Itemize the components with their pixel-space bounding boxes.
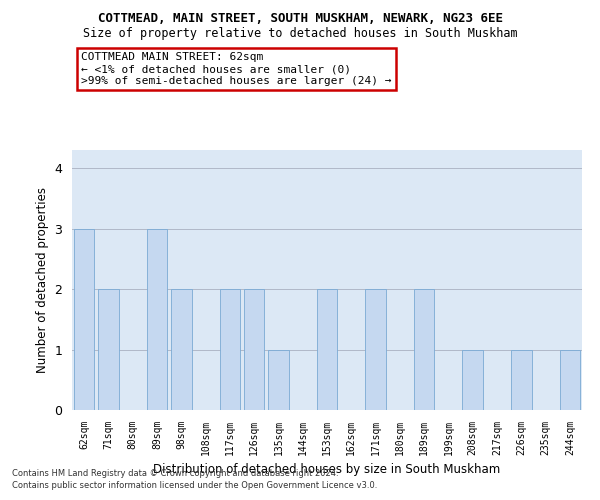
Bar (268, 350, 289, 410)
Text: Size of property relative to detached houses in South Muskham: Size of property relative to detached ho… (83, 28, 517, 40)
Bar (414, 289, 434, 410)
Text: Contains HM Land Registry data © Crown copyright and database right 2024.: Contains HM Land Registry data © Crown c… (12, 468, 338, 477)
Y-axis label: Number of detached properties: Number of detached properties (36, 187, 49, 373)
Bar (511, 350, 532, 410)
Bar (74, 228, 94, 410)
Bar (317, 289, 337, 410)
Bar (463, 350, 483, 410)
Text: Contains public sector information licensed under the Open Government Licence v3: Contains public sector information licen… (12, 481, 377, 490)
Text: COTTMEAD, MAIN STREET, SOUTH MUSKHAM, NEWARK, NG23 6EE: COTTMEAD, MAIN STREET, SOUTH MUSKHAM, NE… (97, 12, 503, 26)
Bar (365, 289, 386, 410)
Bar (171, 289, 191, 410)
Bar (220, 289, 240, 410)
Bar (146, 228, 167, 410)
Text: COTTMEAD MAIN STREET: 62sqm
← <1% of detached houses are smaller (0)
>99% of sem: COTTMEAD MAIN STREET: 62sqm ← <1% of det… (81, 52, 392, 86)
X-axis label: Distribution of detached houses by size in South Muskham: Distribution of detached houses by size … (154, 464, 500, 476)
Bar (98, 289, 119, 410)
Bar (244, 289, 265, 410)
Bar (560, 350, 580, 410)
